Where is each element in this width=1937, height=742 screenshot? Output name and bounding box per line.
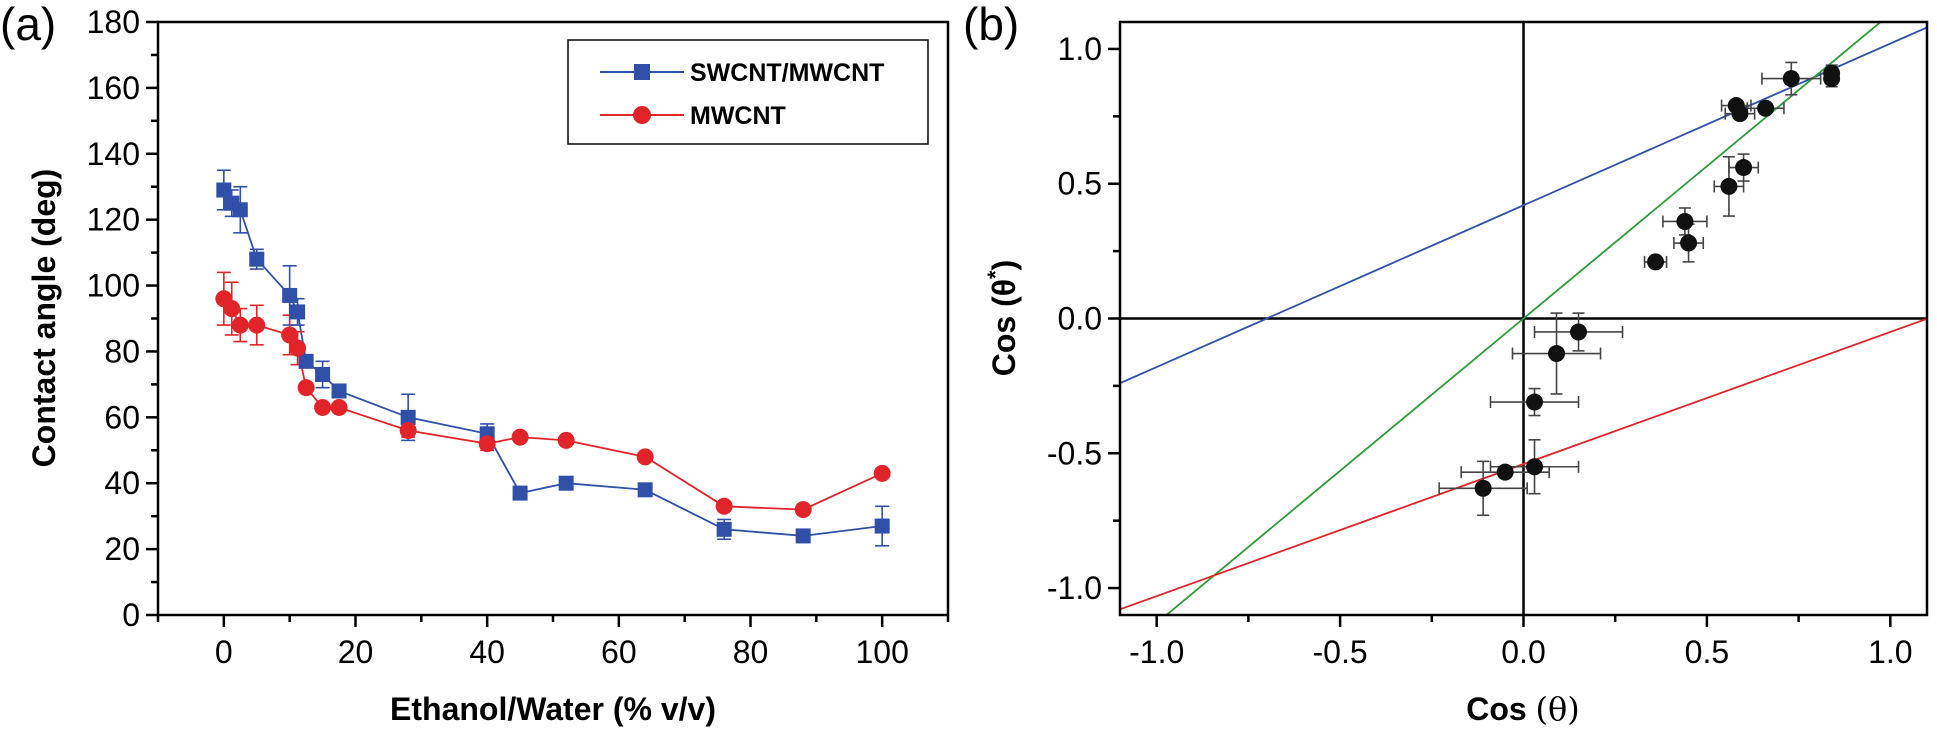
scatter-point: [1570, 323, 1588, 341]
a-x-tick-label: 60: [601, 634, 637, 670]
scatter-point: [1757, 99, 1775, 117]
data-point-mwcnt: [314, 398, 332, 416]
data-point-swcnt-mwcnt: [512, 485, 528, 501]
panel-b-y-axis-title-main: Cos (θ: [986, 279, 1022, 376]
data-point-swcnt-mwcnt: [298, 353, 314, 369]
b-y-tick-label: 1.0: [1058, 31, 1102, 67]
data-point-swcnt-mwcnt: [249, 251, 265, 267]
legend-label-swcnt-mwcnt: SWCNT/MWCNT: [690, 59, 884, 87]
panel-b-y-axis-title-sup: *: [983, 270, 1008, 279]
scatter-point: [1647, 253, 1665, 271]
a-x-tick-label: 20: [338, 634, 374, 670]
legend-swatch-marker-mwcnt: [633, 106, 651, 124]
a-y-tick-label: 20: [104, 531, 140, 567]
data-point-swcnt-mwcnt: [290, 304, 306, 320]
data-point-mwcnt: [330, 398, 348, 416]
scatter-point: [1526, 393, 1544, 411]
legend-swatch-marker-swcnt: [634, 64, 650, 80]
scatter-point: [1735, 159, 1753, 177]
data-point-swcnt-mwcnt: [232, 202, 248, 218]
scatter-point: [1676, 212, 1694, 230]
a-y-tick-label: 0: [122, 597, 140, 633]
a-x-tick-label: 100: [855, 634, 908, 670]
panel-a-legend: SWCNT/MWCNT MWCNT: [567, 39, 929, 145]
data-point-swcnt-mwcnt: [216, 182, 232, 198]
data-point-mwcnt: [231, 316, 249, 334]
scatter-point: [1782, 70, 1800, 88]
scatter-point: [1680, 234, 1698, 252]
data-point-mwcnt: [478, 435, 496, 453]
data-point-mwcnt: [289, 339, 307, 357]
b-x-tick-label: 0.0: [1501, 634, 1545, 670]
a-y-tick-label: 120: [87, 202, 140, 238]
panel-b-y-axis-title: Cos (θ*): [983, 260, 1022, 377]
panel-b-frame: [1118, 20, 1929, 617]
data-point-swcnt-mwcnt: [331, 383, 347, 399]
panel-b-x-axis-title-main: Cos: [1466, 691, 1535, 727]
a-y-tick-label: 180: [87, 4, 140, 40]
b-y-tick-label: 0.0: [1058, 301, 1102, 337]
b-x-tick-label: -0.5: [1313, 634, 1368, 670]
data-point-swcnt-mwcnt: [874, 518, 890, 534]
b-x-tick-label: 0.5: [1685, 634, 1729, 670]
data-point-swcnt-mwcnt: [400, 409, 416, 425]
b-x-tick-label: 1.0: [1868, 634, 1912, 670]
scatter-point: [1496, 463, 1514, 481]
panel-b-label: (b): [963, 0, 1019, 50]
b-x-tick-label: -1.0: [1129, 634, 1184, 670]
data-point-mwcnt: [511, 428, 529, 446]
fit-red-line: [1120, 317, 1927, 611]
a-y-tick-label: 60: [104, 399, 140, 435]
panel-a-x-axis-title: Ethanol/Water (% v/v): [390, 691, 716, 727]
panel-a-chart: (a) 0 20 40 60 80 100 0 20 40 60 80 100 120 140 160 180…: [0, 0, 950, 727]
scatter-point: [1720, 177, 1738, 195]
data-point-mwcnt: [297, 379, 315, 397]
panel-a-frame: [156, 20, 950, 617]
a-y-tick-label: 140: [87, 136, 140, 172]
data-point-mwcnt: [248, 316, 266, 334]
scatter-point: [1474, 479, 1492, 497]
data-point-swcnt-mwcnt: [716, 521, 732, 537]
data-point-mwcnt: [399, 422, 417, 440]
scatter-point: [1731, 105, 1749, 123]
data-point-swcnt-mwcnt: [637, 482, 653, 498]
panel-b-x-axis-title-theta: (θ): [1536, 690, 1580, 728]
panel-b-chart: (b) -1.0 -0.5 0.0 0.5 1.0 -1.0 -0.5 0.0 0.5 1.0 C…: [963, 0, 1929, 728]
a-y-tick-label: 40: [104, 465, 140, 501]
a-y-tick-label: 100: [87, 268, 140, 304]
data-point-mwcnt: [715, 497, 733, 515]
scatter-point: [1823, 70, 1841, 88]
data-point-mwcnt: [557, 431, 575, 449]
panel-a-label: (a): [0, 0, 56, 50]
b-y-tick-label: 0.5: [1058, 166, 1102, 202]
a-x-tick-label: 80: [733, 634, 769, 670]
data-point-swcnt-mwcnt: [282, 287, 298, 303]
scatter-point: [1526, 458, 1544, 476]
a-y-tick-label: 80: [104, 333, 140, 369]
b-y-tick-label: -1.0: [1047, 570, 1102, 606]
legend-label-mwcnt: MWCNT: [690, 102, 786, 130]
data-point-swcnt-mwcnt: [795, 528, 811, 544]
panel-b-y-axis-title-close: ): [986, 260, 1022, 271]
scatter-point: [1548, 345, 1566, 363]
legend-box: [567, 39, 929, 145]
a-y-tick-label: 160: [87, 70, 140, 106]
a-x-tick-label: 0: [215, 634, 233, 670]
data-point-mwcnt: [873, 464, 891, 482]
data-point-swcnt-mwcnt: [558, 475, 574, 491]
b-y-tick-label: -0.5: [1047, 435, 1102, 471]
a-x-tick-label: 40: [469, 634, 505, 670]
data-point-mwcnt: [794, 501, 812, 519]
panel-a-y-axis-title: Contact angle (deg): [26, 169, 62, 468]
data-point-mwcnt: [223, 300, 241, 318]
data-point-swcnt-mwcnt: [315, 367, 331, 383]
data-point-mwcnt: [636, 448, 654, 466]
panel-b-x-axis-title: Cos (θ): [1466, 690, 1580, 728]
data-point-mwcnt: [281, 326, 299, 344]
